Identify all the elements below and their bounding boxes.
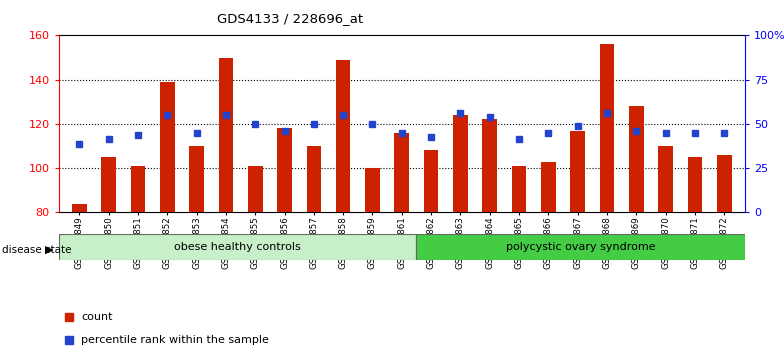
Bar (307, 146, 321, 212)
Bar (219, 57, 233, 212)
Bar (416, 234, 745, 260)
Bar (160, 82, 175, 212)
Bar (482, 120, 497, 212)
Bar (571, 131, 585, 212)
Text: polycystic ovary syndrome: polycystic ovary syndrome (506, 242, 655, 252)
Bar (688, 157, 702, 212)
Bar (365, 168, 379, 212)
Text: count: count (82, 312, 113, 322)
Text: percentile rank within the sample: percentile rank within the sample (82, 335, 269, 346)
Bar (72, 204, 87, 212)
Bar (336, 60, 350, 212)
Text: obese healthy controls: obese healthy controls (174, 242, 301, 252)
Bar (512, 166, 526, 212)
Bar (629, 106, 644, 212)
Bar (394, 133, 409, 212)
Bar (189, 146, 204, 212)
Bar (717, 155, 731, 212)
Bar (59, 234, 416, 260)
Bar (600, 44, 615, 212)
Bar (248, 166, 263, 212)
Text: GDS4133 / 228696_at: GDS4133 / 228696_at (217, 12, 363, 25)
Bar (541, 161, 556, 212)
Bar (101, 157, 116, 212)
Bar (424, 150, 438, 212)
Bar (453, 115, 468, 212)
Text: disease state: disease state (2, 245, 71, 255)
Bar (131, 166, 145, 212)
Bar (659, 146, 673, 212)
Bar (278, 128, 292, 212)
Text: ▶: ▶ (45, 245, 53, 255)
